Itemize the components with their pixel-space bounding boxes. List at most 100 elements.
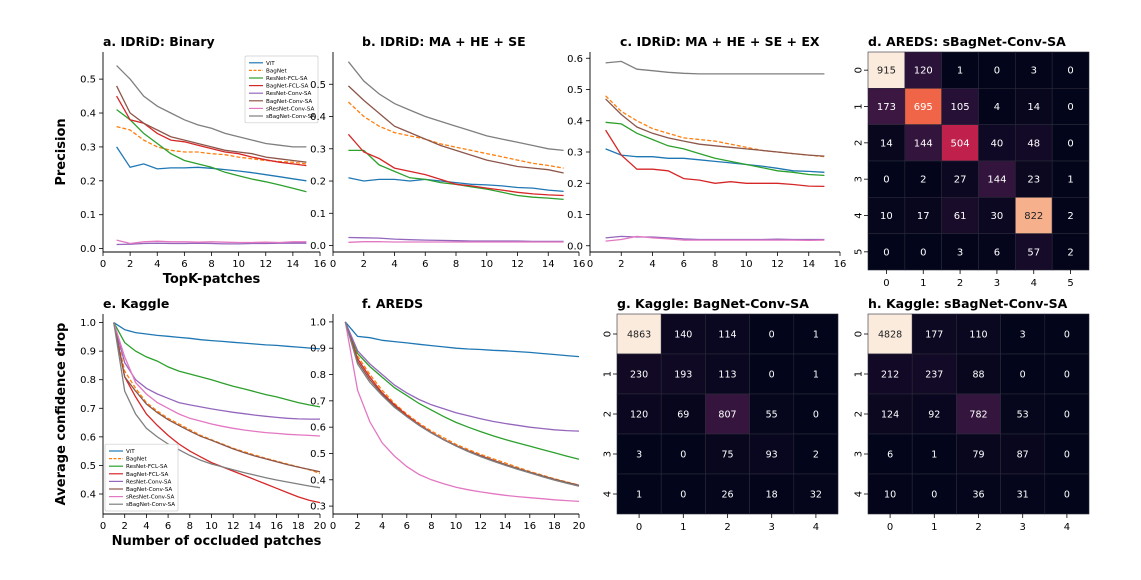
y-tick-label: 0.6 xyxy=(567,54,583,65)
cell-value: 87 xyxy=(1017,450,1029,461)
heatmap-cell xyxy=(1000,473,1046,515)
heatmap-cell xyxy=(1015,51,1053,89)
x-tick-label: 6 xyxy=(404,521,410,532)
cell-value: 695 xyxy=(914,102,933,113)
cell-value: 48 xyxy=(1027,138,1040,149)
heatmap-cell xyxy=(660,313,706,355)
cell-value: 10 xyxy=(880,211,893,222)
y-tick-label: 0.4 xyxy=(80,109,96,120)
y-tick-label: 0.2 xyxy=(567,179,583,190)
x-axis-label: TopK-patches xyxy=(163,272,261,287)
legend-entry: ViT xyxy=(126,449,135,455)
cell-value: 0 xyxy=(1067,66,1073,77)
y-tick-label: 1.0 xyxy=(80,318,96,329)
cell-value: 0 xyxy=(920,247,926,258)
y-axis-label: Average confidence drop xyxy=(54,323,69,506)
series-line-sbagnet-conv-sa xyxy=(605,60,825,75)
y-tick-label: 0 xyxy=(603,331,614,337)
series-line-bagnet-fcl-sa xyxy=(344,321,580,487)
cell-value: 120 xyxy=(914,66,933,77)
heatmap-cell xyxy=(867,160,906,198)
heatmap-cell xyxy=(904,51,942,89)
cell-value: 17 xyxy=(917,211,930,222)
x-tick-label: 0 xyxy=(636,522,642,533)
y-tick-label: 0.4 xyxy=(310,475,326,486)
heatmap-cell xyxy=(956,393,1001,435)
y-tick-label: 1 xyxy=(603,371,614,377)
series-line-vit xyxy=(605,148,825,173)
y-tick-label: 0.9 xyxy=(310,344,326,355)
x-tick-label: 14 xyxy=(499,521,512,532)
cell-value: 504 xyxy=(951,138,970,149)
cell-value: 36 xyxy=(972,490,984,501)
x-tick-label: 3 xyxy=(769,522,775,533)
heatmap-cell xyxy=(867,197,906,234)
series-line-bagnet-conv-sa xyxy=(347,85,564,174)
y-tick-label: 0.5 xyxy=(80,461,96,472)
cell-value: 110 xyxy=(969,330,987,341)
x-tick-label: 20 xyxy=(314,521,327,532)
y-tick-label: 0.4 xyxy=(310,112,326,123)
y-tick-label: 0.0 xyxy=(80,244,96,255)
heatmap-cell xyxy=(660,353,706,395)
heatmap-cell xyxy=(705,433,750,475)
x-tick-label: 3 xyxy=(1020,522,1026,533)
y-tick-label: 0.0 xyxy=(310,241,326,252)
y-tick-label: 2 xyxy=(603,411,614,417)
heatmap-cell xyxy=(978,51,1016,89)
cell-value: 4828 xyxy=(878,330,902,341)
cell-value: 212 xyxy=(881,370,899,381)
series-line-resnet-conv-sa xyxy=(113,322,320,420)
cell-value: 1 xyxy=(957,66,963,77)
cell-value: 4863 xyxy=(627,330,651,341)
heatmap-cell xyxy=(904,233,942,271)
heatmap-cell xyxy=(1051,233,1090,271)
cell-value: 23 xyxy=(1027,175,1040,186)
cell-value: 0 xyxy=(1067,138,1073,149)
y-tick-label: 1.0 xyxy=(310,317,326,328)
x-tick-label: 2 xyxy=(975,522,981,533)
heatmap-cell xyxy=(904,88,942,125)
x-tick-label: 4 xyxy=(379,521,385,532)
cell-value: 193 xyxy=(674,370,692,381)
x-tick-label: 18 xyxy=(292,521,305,532)
cell-value: 75 xyxy=(721,450,733,461)
heatmap-cell xyxy=(978,197,1016,234)
chart-title: b. IDRiD: MA + HE + SE xyxy=(362,34,526,49)
cell-value: 32 xyxy=(810,490,822,501)
x-tick-label: 8 xyxy=(208,259,214,270)
legend-entry: sBagNet-Conv-SA xyxy=(126,502,175,508)
cell-value: 18 xyxy=(766,490,778,501)
y-tick-label: 0.8 xyxy=(80,375,96,386)
y-tick-label: 5 xyxy=(854,249,865,255)
y-tick-label: 0.3 xyxy=(80,142,96,153)
series-line-bagnet-conv-sa xyxy=(113,322,321,473)
heatmap-cell xyxy=(616,393,662,435)
legend-entry: BagNet xyxy=(126,457,147,463)
x-tick-label: 16 xyxy=(523,521,536,532)
cell-value: 3 xyxy=(1020,330,1026,341)
series-line-vit xyxy=(116,146,307,182)
x-tick-label: 2 xyxy=(957,278,963,289)
x-tick-label: 10 xyxy=(205,521,218,532)
y-tick-label: 1 xyxy=(854,103,865,109)
x-tick-label: 16 xyxy=(834,259,847,270)
heatmap-cell xyxy=(705,393,750,435)
y-tick-label: 4 xyxy=(603,491,614,497)
heatmap-cell xyxy=(941,51,979,89)
chart-f: f. AREDS 0 2 4 6 8 10 12 14 16 18 20 0.3 0.4 0.5 0.6 0.7… xyxy=(310,296,585,532)
x-tick-label: 12 xyxy=(227,521,240,532)
x-tick-label: 10 xyxy=(232,259,245,270)
x-tick-label: 2 xyxy=(122,521,128,532)
heatmap-cell xyxy=(1044,473,1090,515)
chart-title: d. AREDS: sBagNet-Conv-SA xyxy=(868,34,1066,49)
x-tick-label: 10 xyxy=(480,259,493,270)
heatmap-cell xyxy=(705,313,750,355)
cell-value: 26 xyxy=(721,490,733,501)
series-line-bagnet xyxy=(344,321,580,486)
heatmap-cell xyxy=(1044,353,1090,395)
legend-entry: ResNet-FCL-SA xyxy=(266,76,308,82)
heatmap-cell xyxy=(941,197,979,234)
series-line-bagnet-fcl-sa xyxy=(113,322,321,504)
